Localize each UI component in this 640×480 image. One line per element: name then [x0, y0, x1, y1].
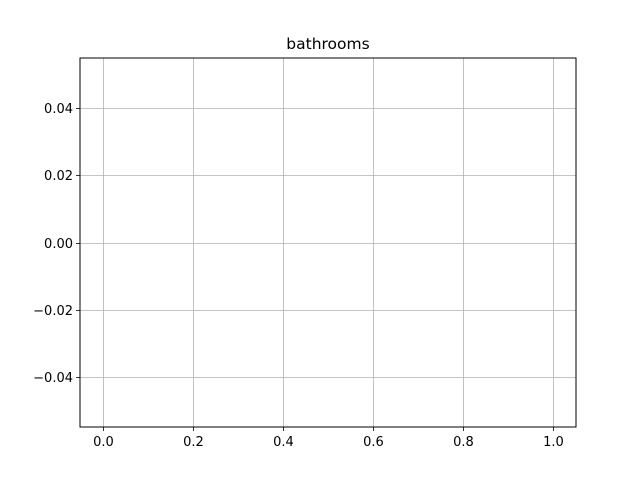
axes-frame	[79, 57, 577, 428]
y-tick-label: −0.04	[33, 371, 73, 386]
chart-title: bathrooms	[286, 35, 369, 53]
x-tick-label: 0.2	[183, 435, 204, 450]
y-tick-label: 0.04	[44, 102, 73, 117]
x-tick-label: 1.0	[543, 435, 564, 450]
y-tick-label: 0.02	[44, 169, 73, 184]
tick-layer: 0.0 0.2 0.4 0.6 0.8 1.0 −0.04 −0.02 0.00 0.02 0.04	[33, 102, 564, 450]
x-tick-label: 0.8	[453, 435, 474, 450]
x-tick-label: 0.4	[273, 435, 294, 450]
y-tick-label: −0.02	[33, 304, 73, 319]
grid-layer	[80, 58, 576, 427]
x-tick-label: 0.0	[93, 435, 114, 450]
x-tick-label: 0.6	[363, 435, 384, 450]
y-tick-label: 0.00	[44, 237, 73, 252]
